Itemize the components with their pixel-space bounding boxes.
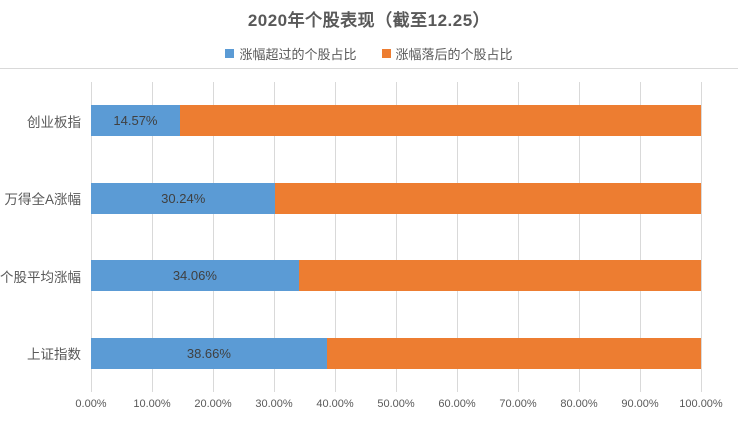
category-label: 个股平均涨幅 — [0, 269, 81, 285]
value-axis: 0.00% 10.00% 20.00% 30.00% 40.00% 50.00% 60.00… — [75, 398, 722, 414]
bar-segment-exceed: 30.24% — [91, 182, 276, 214]
gridline — [213, 82, 214, 392]
category-label: 万得全A涨幅 — [4, 192, 81, 208]
gridline — [91, 82, 92, 392]
bar-segment-lag — [298, 260, 701, 292]
bar-value-label: 38.66% — [186, 345, 231, 361]
gridline — [701, 82, 702, 392]
bar-segment-lag — [275, 182, 701, 214]
category-label: 上证指数 — [27, 347, 81, 363]
bar-segment-exceed: 38.66% — [91, 337, 327, 369]
gridline — [335, 82, 336, 392]
x-tick-label: 60.00% — [438, 398, 476, 410]
legend-label-exceed: 涨幅超过的个股占比 — [239, 47, 357, 62]
legend-label-lag: 涨幅落后的个股占比 — [395, 47, 513, 62]
x-tick-label: 10.00% — [133, 398, 171, 410]
gridline — [518, 82, 519, 392]
stacked-bar: 30.24% — [91, 182, 701, 214]
legend-item-lag: 涨幅落后的个股占比 — [381, 44, 513, 63]
x-tick-label: 30.00% — [255, 398, 293, 410]
category-axis: 创业板指万得全A涨幅 个股平均涨幅上证指数 — [0, 82, 81, 392]
x-tick-label: 70.00% — [499, 398, 537, 410]
category-band: 34.06% — [91, 237, 701, 315]
stacked-bar: 34.06% — [91, 260, 701, 292]
stacked-bar: 38.66% — [91, 337, 701, 369]
chart-title: 2020年个股表现（截至12.25） — [247, 11, 491, 30]
legend: 涨幅超过的个股占比 涨幅落后的个股占比 — [0, 44, 738, 63]
plot-area: 14.57% 30.24% 34.06% 38.66% — [91, 82, 702, 393]
x-tick-label: 40.00% — [316, 398, 354, 410]
bar-value-label: 30.24% — [161, 190, 206, 206]
legend-swatch-lag-icon — [381, 49, 391, 58]
gridline — [152, 82, 153, 392]
legend-item-exceed: 涨幅超过的个股占比 — [225, 44, 357, 63]
gridline — [579, 82, 580, 392]
bar-segment-lag — [326, 337, 701, 369]
x-tick-label: 20.00% — [194, 398, 232, 410]
category-band: 30.24% — [91, 160, 701, 238]
x-tick-label: 80.00% — [560, 398, 598, 410]
bar-value-label: 34.06% — [172, 268, 217, 284]
x-tick-label: 90.00% — [621, 398, 659, 410]
x-tick-label: 50.00% — [377, 398, 415, 410]
bar-value-label: 14.57% — [113, 113, 158, 129]
gridline — [640, 82, 641, 392]
bar-segment-lag — [179, 105, 701, 137]
chart-top-border — [0, 68, 738, 69]
legend-swatch-exceed-icon — [225, 49, 235, 58]
category-label: 创业板指 — [27, 114, 81, 130]
bar-segment-exceed: 14.57% — [91, 105, 180, 137]
gridline — [396, 82, 397, 392]
x-tick-label: 100.00% — [679, 398, 723, 410]
category-band: 14.57% — [91, 82, 701, 160]
category-band: 38.66% — [91, 315, 701, 393]
x-tick-label: 0.00% — [75, 398, 107, 410]
bar-segment-exceed: 34.06% — [91, 260, 299, 292]
stacked-bar: 14.57% — [91, 105, 701, 137]
gridline — [457, 82, 458, 392]
gridline — [274, 82, 275, 392]
